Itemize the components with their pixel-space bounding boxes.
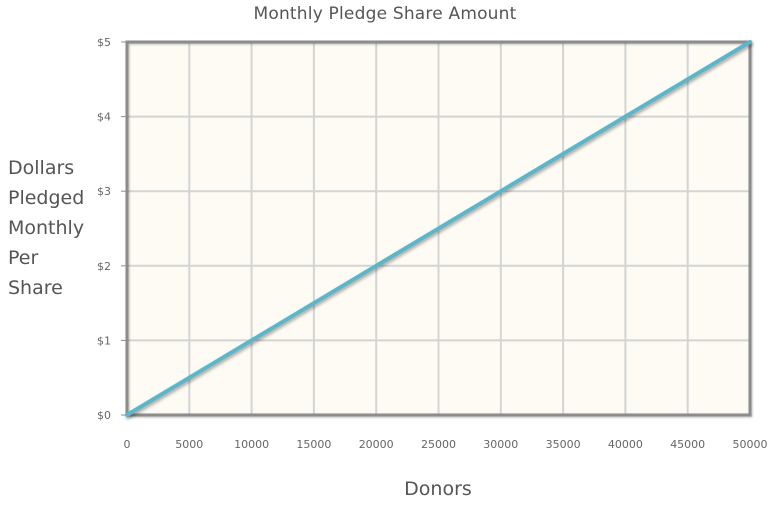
series-line <box>125 40 752 417</box>
x-tick-label: 10000 <box>234 438 269 451</box>
plot-frame <box>125 40 752 417</box>
x-tick-label: 5000 <box>175 438 203 451</box>
x-tick-label: 15000 <box>296 438 331 451</box>
y-axis-label: Dollars Pledged Monthly Per Share <box>8 157 85 299</box>
axes <box>121 40 752 417</box>
x-tick-label: 45000 <box>670 438 705 451</box>
y-tick-label: $3 <box>97 185 111 198</box>
series <box>125 40 752 417</box>
x-tick-label: 50000 <box>733 438 768 451</box>
x-axis-label: Donors <box>404 478 472 500</box>
chart-title: Monthly Pledge Share Amount <box>253 4 517 24</box>
y-tick-label: $1 <box>97 334 111 347</box>
x-tick-label: 0 <box>124 438 131 451</box>
x-tick-label: 40000 <box>608 438 643 451</box>
grid <box>127 42 750 415</box>
y-tick-label: $2 <box>97 260 111 273</box>
x-tick-label: 30000 <box>483 438 518 451</box>
x-tick-label: 25000 <box>421 438 456 451</box>
x-tick-label: 35000 <box>546 438 581 451</box>
y-tick-label: $5 <box>97 36 111 49</box>
tick-labels: 0 5000 10000 15000 20000 25000 30000 35000 40000… <box>97 36 768 451</box>
x-tick-label: 20000 <box>359 438 394 451</box>
y-tick-label: $4 <box>97 111 111 124</box>
y-tick-label: $0 <box>97 409 111 422</box>
